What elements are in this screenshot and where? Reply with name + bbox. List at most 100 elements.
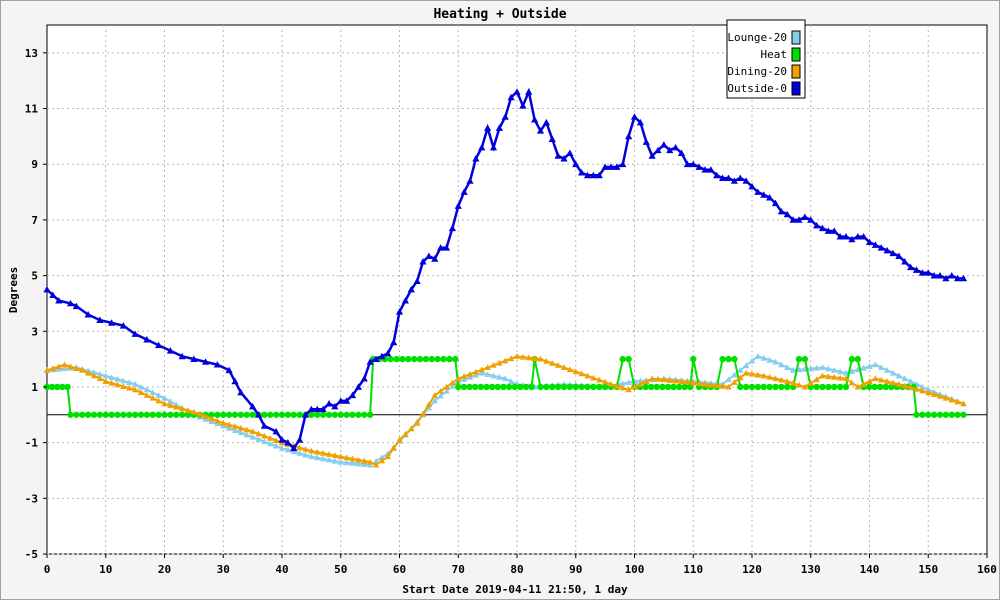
data-point [730,177,738,184]
data-point [496,374,503,380]
x-tick-label: 10 [99,563,112,576]
data-point [313,405,321,413]
data-point [67,363,74,370]
data-point [607,163,615,170]
data-point [96,316,104,324]
data-point [399,355,406,363]
data-point [343,454,350,461]
data-point [695,380,703,387]
data-point [653,383,661,391]
data-point [877,244,885,251]
data-point [848,368,856,374]
data-point [960,400,967,407]
data-point [689,160,697,168]
data-point [707,166,715,173]
data-point [314,448,321,455]
data-point [220,411,227,418]
data-point [454,202,462,209]
data-point [337,397,345,404]
data-point [742,362,750,369]
data-point [325,411,333,418]
data-point [836,233,844,240]
data-point [543,383,550,391]
data-point [231,427,239,433]
data-point [54,383,61,391]
data-point [249,402,257,410]
data-point [942,394,950,401]
data-point [525,88,533,95]
data-point [249,411,256,418]
data-point [243,411,250,418]
data-point [272,442,280,449]
data-point [778,361,785,368]
data-point [466,383,473,391]
x-axis-label: Start Date 2019-04-11 21:50, 1 day [402,583,628,596]
series-layer [43,87,968,468]
data-point [918,269,926,276]
data-point [348,391,357,399]
x-tick-label: 130 [801,563,821,576]
data-point [425,401,433,408]
data-point [713,171,721,179]
data-point [184,407,192,413]
data-point [290,444,298,452]
data-point [55,363,62,370]
data-point [636,118,644,126]
data-point [443,383,450,390]
data-point [214,411,221,418]
data-point [84,369,92,376]
data-point [736,174,744,182]
data-point [434,355,441,363]
data-point [813,221,821,229]
data-point [184,411,192,418]
data-point [237,429,245,436]
data-point [930,271,938,279]
data-point [102,372,109,379]
data-point [446,355,453,363]
y-tick-label: 7 [31,214,38,227]
data-point [795,355,803,363]
data-point [554,383,562,391]
x-tick-label: 140 [860,563,880,576]
data-point [578,168,586,176]
data-point [813,383,820,391]
data-point [208,411,215,418]
data-point [866,378,873,384]
tick-labels: 0 10 20 30 40 50 60 70 80 90 100 110 120 130 140 150 160… [25,47,997,576]
data-point [701,380,709,387]
data-point [114,381,121,388]
data-point [290,411,297,418]
data-point [361,457,368,464]
data-point [883,367,891,373]
data-point [325,400,333,407]
data-point [455,383,462,391]
legend-label: Outside-0 [727,82,787,95]
data-point [695,163,703,170]
data-point [888,383,895,391]
data-point [895,252,903,259]
data-point [766,383,773,391]
x-tick-label: 50 [334,563,347,576]
data-point [871,383,878,391]
data-point [690,355,697,363]
data-point [120,383,127,389]
data-point [601,383,609,391]
data-point [308,447,315,454]
data-point [560,364,568,371]
data-point [589,171,597,179]
y-tick-label: -5 [25,548,38,561]
data-point [422,355,430,363]
data-point [789,216,797,223]
legend-swatch [791,64,801,79]
data-point [860,233,868,240]
data-point [619,355,626,363]
data-point [648,152,656,159]
data-point [416,355,424,363]
grid-lines [47,25,987,555]
data-point [90,372,98,379]
data-point [637,380,644,387]
data-point [630,113,639,120]
data-point [490,372,497,379]
